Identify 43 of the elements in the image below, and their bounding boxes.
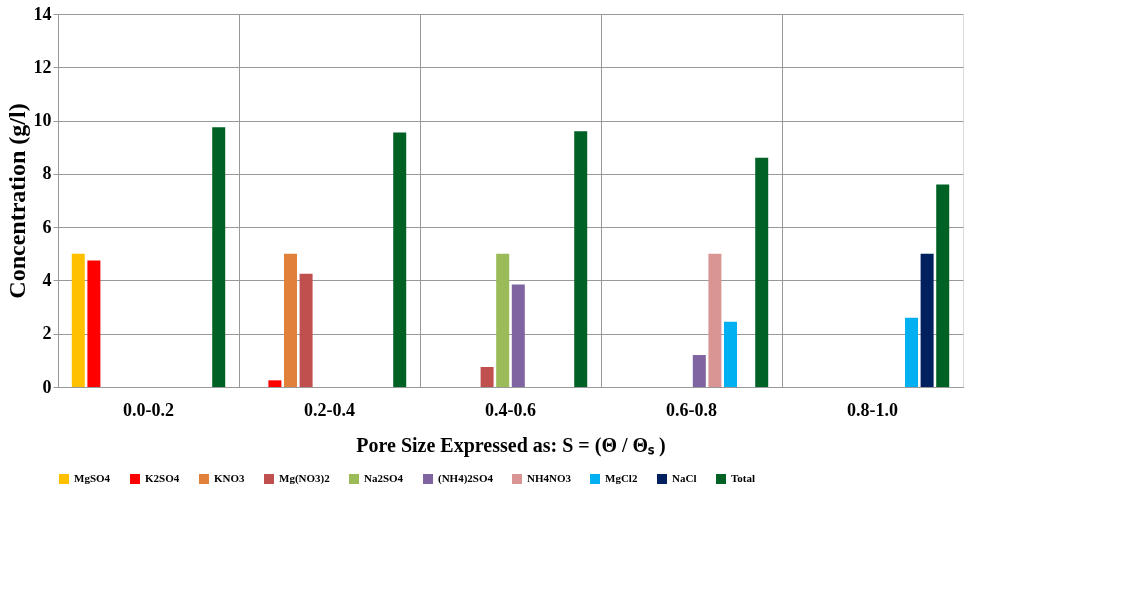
y-tick-label: 0 [42, 376, 52, 397]
bar [268, 380, 282, 387]
bar [283, 253, 297, 387]
bar [755, 157, 769, 387]
y-tick-label: 12 [33, 56, 52, 77]
bar [708, 253, 722, 387]
legend-label: K2SO4 [145, 472, 180, 484]
x-tick-label: 0.4-0.6 [485, 399, 536, 420]
x-tick-label: 0.8-1.0 [847, 399, 898, 420]
bar [480, 367, 494, 387]
legend-label: MgCl2 [605, 472, 638, 484]
legend-label: Total [731, 472, 756, 484]
bar [574, 131, 588, 387]
y-tick-label: 6 [42, 216, 52, 237]
legend-label: Mg(NO3)2 [279, 472, 331, 485]
bar [71, 253, 85, 387]
y-tick-label: 2 [42, 323, 52, 344]
y-tick-label: 14 [33, 3, 52, 24]
bar [920, 253, 934, 387]
legend-label: KNO3 [214, 472, 246, 484]
bar [692, 355, 706, 387]
bar [496, 253, 510, 387]
bar [905, 317, 919, 387]
x-axis-title: Pore Size Expressed as: S = (Θ / Θₛ ) [356, 433, 666, 457]
x-tick-label: 0.0-0.2 [123, 399, 174, 420]
bar [212, 127, 226, 387]
bar [87, 260, 101, 387]
bar [936, 184, 950, 387]
legend-label: NH4NO3 [527, 472, 572, 484]
bar [724, 321, 738, 387]
y-axis-title: Concentration (g/l) [3, 103, 30, 299]
bar [393, 132, 407, 387]
y-tick-label: 8 [42, 163, 52, 184]
legend-label: NaCl [672, 472, 697, 484]
legend-label: Na2SO4 [364, 472, 404, 484]
bar [511, 284, 525, 387]
x-tick-label: 0.2-0.4 [304, 399, 355, 420]
legend-label: (NH4)2SO4 [438, 472, 494, 485]
x-tick-label: 0.6-0.8 [666, 399, 717, 420]
y-tick-label: 4 [42, 269, 52, 290]
bar [299, 273, 313, 387]
legend-label: MgSO4 [74, 472, 111, 484]
y-tick-label: 10 [33, 110, 52, 131]
